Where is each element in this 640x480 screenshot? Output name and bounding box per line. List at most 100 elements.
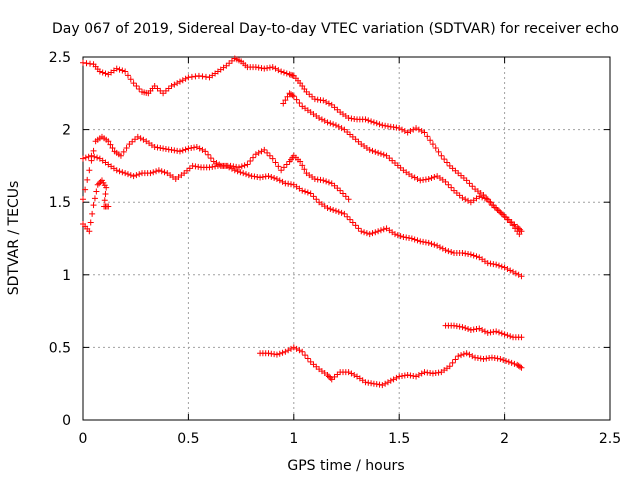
data-point [376,121,383,128]
data-point [316,114,323,121]
data-point [102,70,109,77]
data-point [105,138,112,145]
data-point [465,197,472,204]
data-point [361,229,368,236]
data-point [479,326,486,333]
data-point [113,167,120,174]
data-point [116,66,123,73]
data-point [284,93,291,100]
data-point [113,65,120,72]
data-point [446,363,453,370]
data-point [487,199,494,206]
data-point [448,184,455,191]
data-point [86,167,93,174]
data-point [304,189,311,196]
data-point [348,370,355,377]
data-point [271,175,278,181]
data-point [425,239,432,246]
data-point [247,158,254,165]
x-tick-label: 0.5 [177,431,199,447]
data-point [122,68,129,75]
plot-frame [82,56,611,421]
data-point [495,262,502,269]
data-point [240,170,247,177]
data-point [290,93,297,100]
data-point [264,149,271,156]
data-point [394,232,401,239]
data-point [269,155,276,162]
data-point [136,171,143,178]
data-point [119,67,126,74]
data-point [310,193,317,200]
data-point [94,181,101,188]
data-point [96,68,103,75]
y-tick-label: 2 [62,123,71,139]
data-point [255,149,262,156]
data-point [515,271,522,278]
data-point [469,353,476,360]
data-point [518,273,525,280]
data-point [352,222,359,229]
data-point [97,178,104,185]
data-point [99,69,106,76]
data-point [213,159,220,166]
data-point [80,155,86,162]
data-point [349,219,356,226]
data-point [425,175,432,182]
data-point [137,135,144,142]
data-point [332,207,339,214]
data-point [347,216,354,223]
data-point [408,173,415,180]
data-point [341,210,348,217]
data-point [296,99,303,106]
data-point [434,242,441,249]
data-point [442,178,449,185]
data-point [465,326,472,333]
data-point [161,169,168,176]
data-point [337,187,344,194]
data-point [280,69,287,76]
data-point [176,78,183,85]
data-point [182,146,189,153]
data-point [302,188,309,195]
data-point [410,126,417,133]
data-point [438,152,445,159]
data-point [278,167,285,174]
data-point [466,180,473,187]
data-point [102,190,109,197]
data-point [466,351,473,358]
data-point [235,164,242,171]
data-point [293,96,300,103]
data-point [272,159,279,166]
x-tick-label: 2 [500,431,509,447]
data-point [278,68,285,75]
data-point [418,128,425,135]
data-point [375,228,382,235]
data-point [105,203,112,210]
data-point [134,133,141,140]
y-tick-label: 0 [62,413,71,429]
data-point [345,196,352,203]
grid-lines [83,57,610,420]
data-point [380,151,387,158]
data-point [505,358,512,365]
data-point [179,77,186,84]
data-point [495,207,502,214]
data-point [223,162,230,169]
data-point [207,155,214,162]
data-point [299,187,306,194]
data-point [279,349,286,356]
data-point [399,126,406,133]
data-point [455,353,462,360]
data-point [415,126,422,133]
data-point [290,344,297,351]
data-point [280,100,287,107]
data-point [168,83,175,90]
data-point [269,64,276,71]
data-point [324,371,331,378]
data-point [88,152,95,159]
data-point [452,356,459,363]
data-point [241,162,248,169]
data-point [176,148,183,155]
data-point [210,158,217,165]
